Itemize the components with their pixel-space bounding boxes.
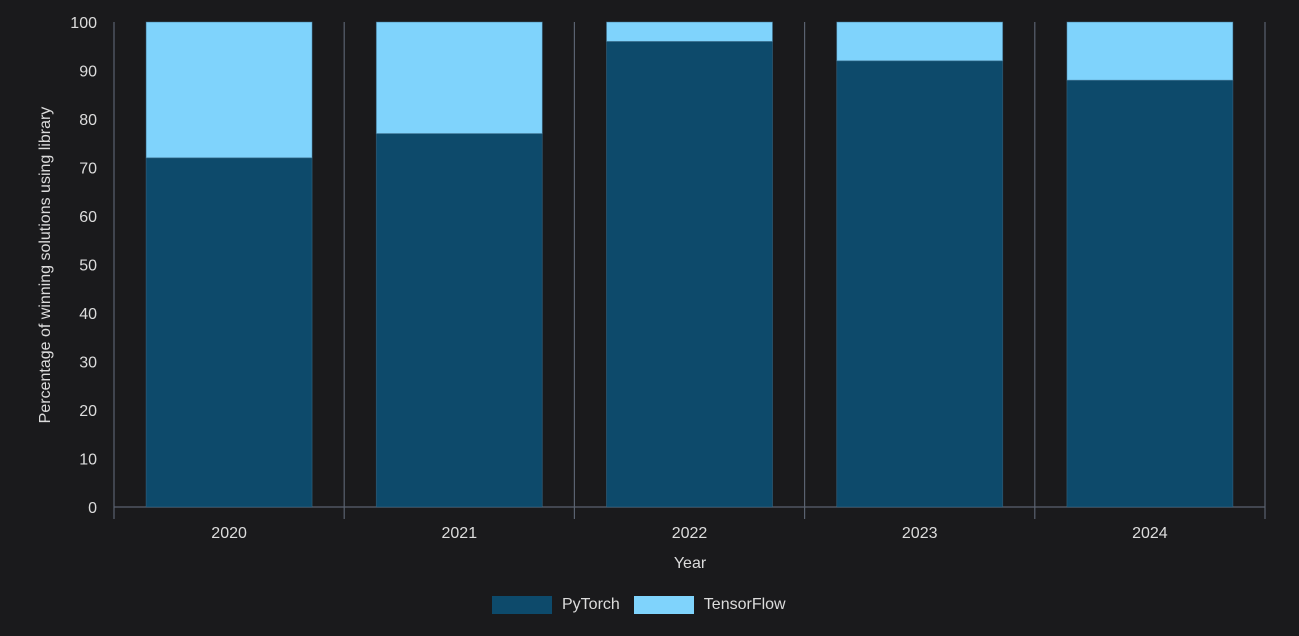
- y-tick-label: 0: [88, 500, 97, 517]
- bar-pytorch-2020[interactable]: [145, 157, 313, 508]
- legend-label-tensorflow: TensorFlow: [703, 596, 786, 613]
- y-tick-label: 30: [79, 355, 97, 372]
- legend-swatch-tensorflow: [633, 596, 694, 614]
- x-tick-label: 2022: [672, 525, 708, 542]
- y-tick-label: 100: [70, 15, 97, 32]
- legend: PyTorch TensorFlow: [492, 596, 800, 614]
- legend-item-pytorch[interactable]: PyTorch: [492, 596, 620, 614]
- bar-tensorflow-2022[interactable]: [606, 21, 773, 42]
- y-tick-label: 40: [79, 306, 97, 323]
- y-tick-label: 50: [79, 258, 97, 275]
- bar-tensorflow-2021[interactable]: [375, 21, 543, 134]
- x-axis-label: Year: [673, 555, 707, 572]
- bar-pytorch-2023[interactable]: [836, 60, 1004, 508]
- y-tick-label: 80: [79, 112, 97, 129]
- bar-tensorflow-2020[interactable]: [145, 21, 313, 159]
- y-tick-label: 60: [79, 209, 97, 226]
- bar-tensorflow-2023[interactable]: [836, 21, 1004, 62]
- x-tick-label: 2024: [1132, 525, 1168, 542]
- x-tick-label: 2023: [902, 525, 938, 542]
- y-tick-label: 10: [79, 452, 97, 469]
- x-tick-label: 2020: [211, 525, 247, 542]
- y-tick-label: 70: [79, 161, 97, 178]
- bar-pytorch-2024[interactable]: [1066, 79, 1234, 508]
- bar-pytorch-2022[interactable]: [606, 41, 773, 508]
- legend-item-tensorflow[interactable]: TensorFlow: [633, 596, 786, 614]
- y-tick-label: 90: [79, 64, 97, 81]
- y-axis-label: Percentage of winning solutions using li…: [37, 106, 54, 424]
- bar-tensorflow-2024[interactable]: [1066, 21, 1234, 81]
- bar-pytorch-2021[interactable]: [375, 133, 543, 508]
- x-tick-label: 2021: [442, 525, 478, 542]
- y-tick-label: 20: [79, 403, 97, 420]
- legend-swatch-pytorch: [492, 596, 552, 614]
- legend-label-pytorch: PyTorch: [562, 596, 620, 613]
